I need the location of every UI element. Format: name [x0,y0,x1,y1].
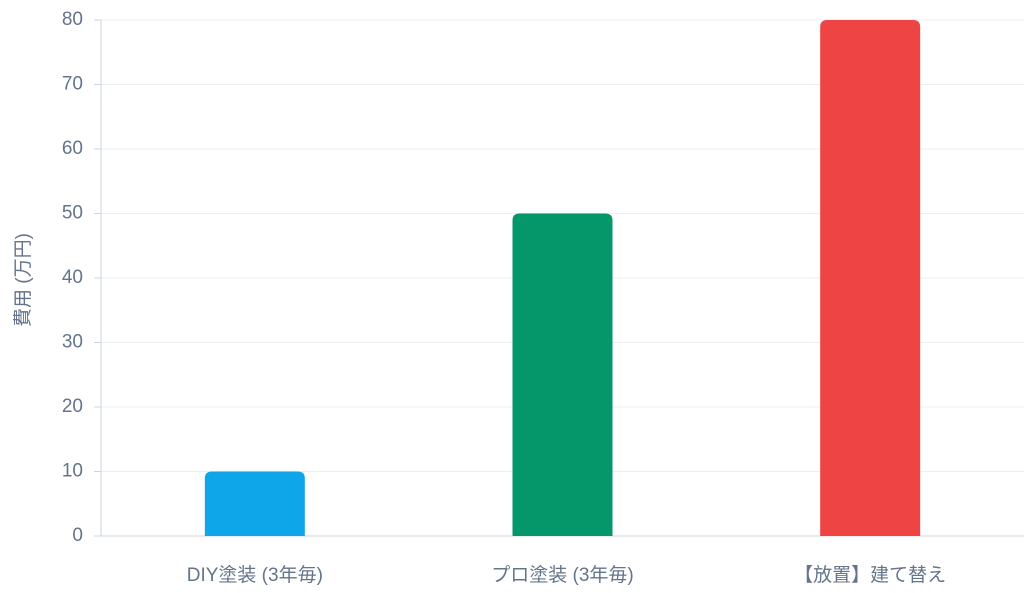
y-tick-label: 30 [62,332,83,353]
y-tick-label: 20 [62,396,83,417]
x-tick-label: 【放置】建て替え [794,564,946,586]
y-tick-label: 60 [62,138,83,159]
x-tick-label: DIY塗装 (3年毎) [187,563,323,586]
y-tick-label: 70 [62,74,83,95]
y-tick-label: 0 [72,525,83,546]
y-tick-label: 50 [62,203,83,224]
y-tick-label: 40 [62,267,83,288]
bar [820,20,921,536]
y-axis-label: 費用 (万円) [12,233,34,327]
x-tick-label: プロ塗装 (3年毎) [491,563,634,586]
bar [512,213,613,536]
y-tick-label: 10 [62,461,83,482]
bar [204,471,305,536]
y-tick-label: 80 [62,9,83,30]
